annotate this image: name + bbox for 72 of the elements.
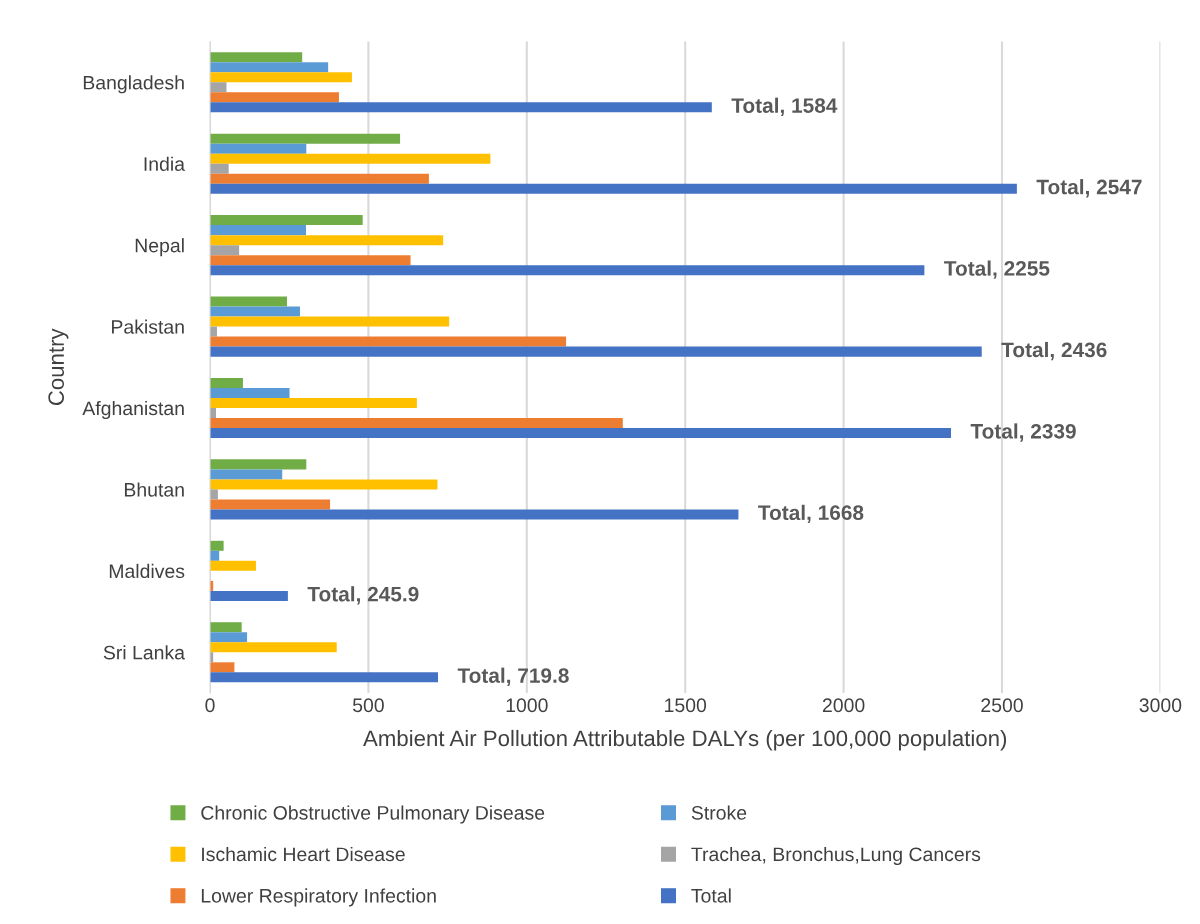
- bar: [210, 499, 331, 510]
- bar: [210, 428, 951, 439]
- bar: [210, 245, 240, 256]
- legend-label: Total: [691, 888, 731, 903]
- bar: [210, 622, 242, 633]
- bar: [210, 336, 567, 347]
- data-label: Total, 719.8: [457, 667, 569, 686]
- bar: [210, 163, 229, 174]
- bar: [210, 92, 339, 103]
- data-label: Total, 2547: [1036, 179, 1142, 198]
- x-tick-label: 500: [352, 698, 384, 713]
- y-tick-label: Pakistan: [112, 319, 184, 334]
- bar: [210, 469, 283, 480]
- bar: [210, 346, 982, 357]
- bar: [210, 133, 401, 144]
- bar: [210, 590, 288, 601]
- bar: [210, 306, 300, 317]
- y-tick-label: Sri Lanka: [103, 645, 185, 660]
- y-tick-label: Maldives: [109, 563, 185, 579]
- bar: [210, 560, 256, 571]
- bar: [210, 62, 329, 73]
- legend-label: Trachea, Bronchus,Lung Cancers: [691, 846, 981, 866]
- legend-label: Lower Respiratory Infection: [201, 888, 436, 907]
- bar: [210, 153, 491, 164]
- bar: [210, 296, 287, 307]
- bar: [210, 72, 352, 83]
- data-label: Total, 2255: [944, 260, 1050, 279]
- bar: [210, 215, 363, 226]
- y-tick-label: India: [144, 156, 185, 171]
- bar: [210, 143, 307, 154]
- bar: [210, 418, 623, 429]
- bar: [210, 540, 224, 551]
- bar: [210, 265, 925, 276]
- y-tick-label: Afghanistan: [82, 400, 184, 420]
- y-tick-label: Nepal: [135, 238, 184, 257]
- bar: [210, 255, 411, 266]
- bar: [210, 662, 235, 673]
- legend-label: Chronic Obstructive Pulmonary Disease: [201, 805, 545, 824]
- bar: [210, 387, 290, 398]
- bar: [210, 642, 337, 653]
- y-tick-label: Bhutan: [124, 482, 184, 497]
- bar: [210, 225, 306, 236]
- data-label: Total, 2436: [1001, 341, 1107, 361]
- bar: [210, 316, 450, 327]
- x-tick-label: 1500: [665, 698, 707, 713]
- y-axis-title: Country: [48, 328, 69, 406]
- x-axis-title: Ambient Air Pollution Attributable DALYs (per 100,000 population): [363, 729, 1007, 751]
- bar: [210, 479, 438, 490]
- bar: [210, 173, 429, 184]
- x-tick-label: 3000: [1139, 698, 1182, 713]
- data-label: Total, 245.9: [307, 586, 419, 605]
- bar: [210, 509, 739, 520]
- bar: [210, 82, 227, 93]
- bar: [210, 377, 243, 388]
- bar: [210, 235, 444, 246]
- x-tick-label: 1000: [506, 698, 548, 713]
- bar: [210, 397, 417, 408]
- bar: [210, 459, 307, 470]
- y-tick-label: Bangladesh: [83, 75, 184, 94]
- data-label: Total, 1668: [758, 504, 864, 524]
- bar: [210, 632, 248, 643]
- data-label: Total, 1584: [731, 97, 838, 116]
- bar: [210, 52, 303, 63]
- x-tick-label: 0: [205, 698, 215, 713]
- x-tick-label: 2000: [822, 698, 865, 713]
- bar: [210, 672, 439, 683]
- data-label: Total, 2339: [970, 423, 1076, 442]
- legend-label: Ischamic Heart Disease: [202, 846, 405, 862]
- legend-label: Stroke: [691, 805, 747, 820]
- bar: [210, 102, 712, 113]
- bar: [210, 183, 1017, 194]
- x-tick-label: 2500: [981, 698, 1023, 713]
